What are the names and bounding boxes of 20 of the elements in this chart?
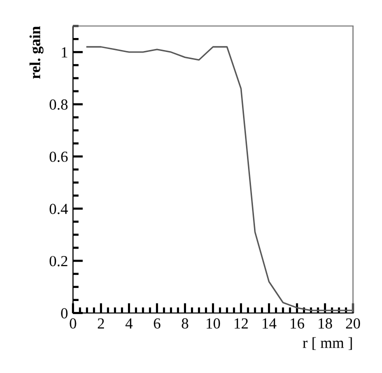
x-tick-label: 12 [234, 318, 248, 328]
x-tick-label: 14 [262, 318, 276, 328]
x-axis-title: r [ mm ] [302, 337, 352, 350]
y-tick-label: 1 [62, 47, 68, 58]
x-tick-label: 20 [346, 318, 360, 329]
x-tick-label: 2 [98, 318, 104, 328]
y-tick-label: 0.6 [50, 152, 68, 162]
x-tick-label: 16 [290, 318, 304, 329]
y-tick-label: 0 [61, 308, 68, 318]
x-tick-label: 18 [318, 318, 332, 329]
y-axis-title: rel. gain [30, 26, 44, 79]
x-tick-label: 10 [206, 318, 220, 329]
x-tick-label: 8 [182, 318, 188, 329]
y-tick-label: 0.2 [50, 256, 68, 266]
x-tick-label: 0 [70, 318, 76, 329]
y-tick-label: 0.8 [50, 99, 68, 110]
x-tick-label: 4 [125, 318, 133, 328]
x-tick-label: 6 [154, 318, 160, 329]
y-tick-label: 0.4 [50, 204, 68, 214]
line-series [86, 46, 353, 312]
